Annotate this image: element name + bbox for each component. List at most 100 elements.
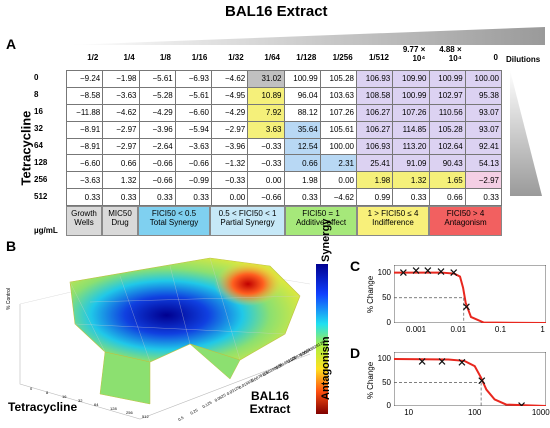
z-axis-label: % Control [5,288,12,310]
table-cell: −2.97 [464,171,503,190]
table-cell: −6.93 [174,70,213,88]
table-cell: −0.33 [247,137,285,156]
table-cell: 100.99 [283,70,321,88]
table-cell: 93.07 [464,103,503,122]
table-cell: 109.90 [392,70,430,88]
table-row: −11.88 −4.62 −4.29 −6.60 −4.29 7.92 88.12 107.2… [65,103,503,122]
surface-x-tick: 128 [110,406,117,411]
table-cell: 96.04 [283,86,321,105]
table-cell: −4.95 [210,86,249,105]
table-cell: −2.64 [138,137,176,156]
table-cell: −3.96 [210,137,249,156]
table-cell: −9.24 [65,70,104,88]
table-cell: −0.33 [210,171,249,190]
table-cell: 114.85 [392,120,430,139]
panel-label-b: B [6,238,17,254]
legend-item: Growth Wells [66,206,102,236]
table-cell: 1.98 [283,171,321,190]
table-cell: −6.60 [65,154,104,173]
row-header: 16 [34,107,43,116]
table-cell: 113.20 [392,137,430,156]
surface-y-label: BAL16 Extract [249,389,291,417]
table-cell: 106.93 [355,70,394,88]
table-cell: 0.33 [65,188,104,206]
legend-item: FICI50 > 4 Antagonism [429,206,502,236]
checkerboard-table: −9.24 −1.98 −5.61 −6.93 −4.62 31.02 100.99 105.… [65,70,503,206]
table-cell: 0.99 [355,188,394,206]
legend-item: FICI50 < 0.5 Total Synergy [138,206,210,236]
table-cell: −8.91 [65,137,104,156]
row-header: 256 [34,175,48,184]
table-cell: 106.27 [355,103,394,122]
table-cell: −0.66 [174,154,213,173]
data-point [458,358,466,366]
x-tick-label: 0.01 [450,325,467,334]
row-header: 64 [34,141,43,150]
table-cell: 0.00 [319,171,358,190]
table-cell: 2.31 [319,154,358,173]
column-header: 1/32 [228,53,244,62]
table-cell: 1.32 [102,171,140,190]
table-row: −8.58 −3.63 −5.28 −5.61 −4.95 10.89 96.04 103.6… [65,86,503,105]
table-cell: 0.33 [392,188,430,206]
row-header: 128 [34,158,48,167]
surface-x-tick: 32 [78,398,83,403]
concentration-gradient-side [510,70,542,196]
table-cell: 91.09 [392,154,430,173]
x-tick-label: 100 [468,408,482,417]
table-cell: −3.63 [65,171,104,190]
row-header: 512 [34,192,48,201]
table-cell: 0.00 [210,188,249,206]
table-cell: 100.99 [392,86,430,105]
table-cell: 103.63 [319,86,358,105]
x-tick-label: 0.001 [406,325,427,334]
row-header: 32 [34,124,43,133]
legend-line1: 0.5 < FICI50 < 1 [218,209,277,218]
legend-item: FICI50 = 1 Additive effect [285,206,357,236]
data-point [462,303,470,311]
table-row: −8.91 −2.97 −3.96 −5.94 −2.97 3.63 35.64 105.61… [65,120,503,139]
table-cell: −0.66 [138,154,176,173]
legend-line1: Growth [71,209,97,218]
y-tick-label: 100 [377,354,391,364]
table-cell: 88.12 [283,103,321,122]
x-tick-label: 10 [404,408,414,417]
tetracycline-axis-label: Tetracycline [18,110,34,186]
table-cell: 35.64 [283,120,321,139]
table-row: −6.60 0.66 −0.66 −0.66 −1.32 −0.33 0.66 2.31 25.… [65,154,503,173]
surface-x-tick: 64 [94,402,99,407]
surface-plot [19,257,328,420]
unit-label: µg/mL [34,226,58,235]
x-tick-label: 1000 [531,408,550,417]
table-cell: 100.00 [319,137,358,156]
table-cell: −1.98 [102,70,140,88]
table-cell: −4.29 [138,103,176,122]
dose-response-chart-c [394,265,546,323]
x-tick-label: 1 [540,325,545,334]
table-cell: 93.07 [464,120,503,139]
data-point [399,269,407,276]
column-header: 1/256 [332,53,353,62]
panel-label-d: D [350,345,361,361]
column-header: 4.88 × 10⁴ [439,45,462,63]
legend-line2: Additive effect [295,218,347,228]
table-cell: −5.28 [138,86,176,105]
table-cell: 0.33 [174,188,213,206]
table-cell: 108.58 [355,86,394,105]
x-tick-label: 0.1 [494,325,507,334]
y-tick-label: 0 [386,401,391,410]
table-cell: 0.33 [102,188,140,206]
table-row: −8.91 −2.97 −2.64 −3.63 −3.96 −0.33 12.54 100.0… [65,137,503,156]
figure-title: BAL16 Extract [225,3,328,20]
table-cell: 54.13 [464,154,503,173]
surface-x-tick: 256 [126,410,133,415]
table-cell: 1.98 [355,171,394,190]
legend-line2: Wells [74,218,94,228]
y-tick-label: 0 [386,318,391,327]
data-point [437,268,445,275]
legend-line2: Partial Synergy [220,218,275,228]
legend-item: 0.5 < FICI50 < 1 Partial Synergy [210,206,285,236]
data-point [518,402,525,406]
table-cell: 3.63 [247,120,285,139]
table-cell: 0.66 [102,154,140,173]
